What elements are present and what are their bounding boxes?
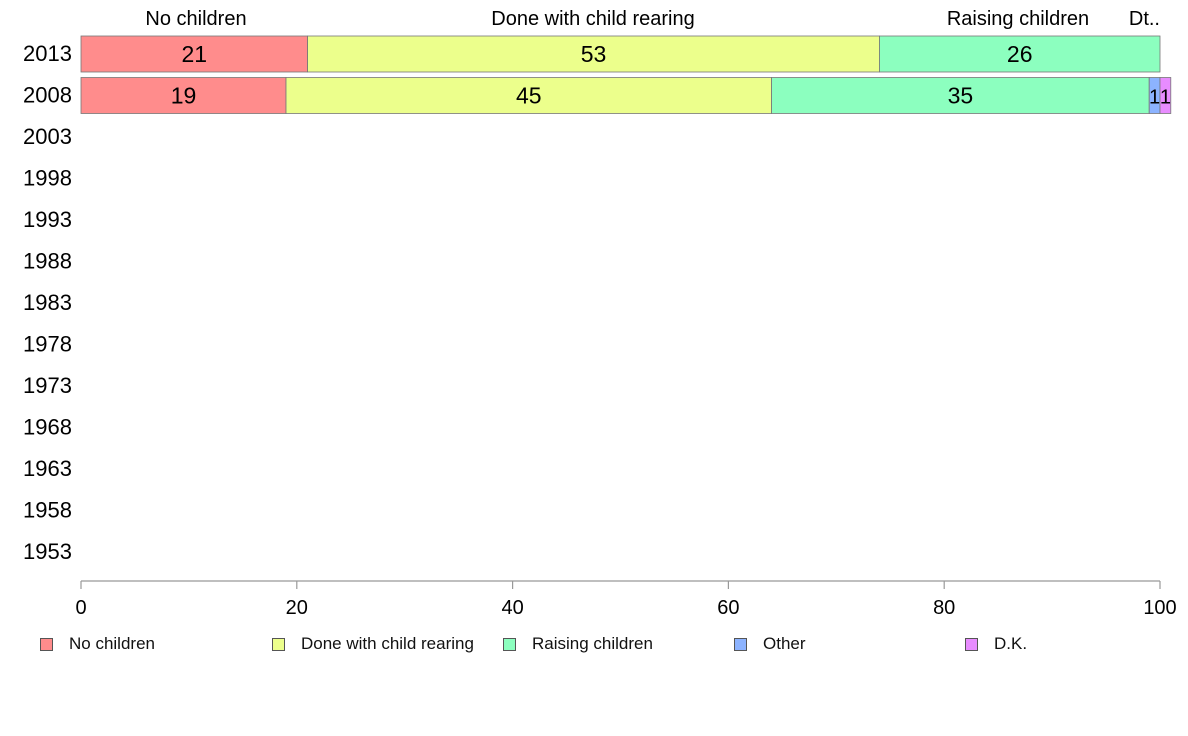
year-label: 1993 bbox=[23, 207, 72, 232]
legend-item-no-children: No children bbox=[40, 634, 155, 654]
segment-header-label: Dt.. bbox=[1129, 8, 1160, 30]
legend-item-raising-children: Raising children bbox=[503, 634, 653, 654]
legend-label: Done with child rearing bbox=[301, 634, 474, 653]
legend-item-done-with-child-rearing: Done with child rearing bbox=[272, 634, 474, 654]
year-label: 1983 bbox=[23, 290, 72, 315]
year-label: 1978 bbox=[23, 332, 72, 357]
bar-segment bbox=[80, 35, 308, 73]
bars: 21 53 26 19 45 35 1 1 bbox=[80, 35, 1172, 114]
legend-label: Other bbox=[763, 634, 806, 653]
segment-header-label: Done with child rearing bbox=[491, 8, 694, 30]
year-label: 1953 bbox=[23, 539, 72, 564]
year-label: 1958 bbox=[23, 498, 72, 523]
bar-segment bbox=[307, 35, 880, 73]
legend-swatch-dk bbox=[965, 637, 978, 651]
x-tick-label: 60 bbox=[717, 597, 739, 619]
legend-swatch-no-children bbox=[40, 637, 53, 651]
x-tick-label: 100 bbox=[1143, 597, 1176, 619]
bar-value-label: 53 bbox=[581, 41, 607, 67]
x-tick-label: 20 bbox=[286, 597, 308, 619]
bar-segment bbox=[771, 77, 1150, 114]
year-label: 1968 bbox=[23, 415, 72, 440]
year-label: 1973 bbox=[23, 373, 72, 398]
bar-value-label: 26 bbox=[1007, 41, 1033, 67]
bar-value-label: 45 bbox=[516, 83, 542, 109]
segment-header-label: Raising children bbox=[947, 8, 1089, 30]
bar-value-label: 35 bbox=[948, 83, 974, 109]
year-label: 1963 bbox=[23, 456, 72, 481]
legend-label: D.K. bbox=[994, 634, 1028, 653]
year-label: 1998 bbox=[23, 166, 72, 191]
year-label: 2008 bbox=[23, 83, 72, 108]
year-label: 2013 bbox=[23, 41, 72, 66]
bar-value-label: 1 bbox=[1160, 87, 1171, 109]
segment-header-labels: No children Done with child rearing Raisin… bbox=[145, 8, 1160, 30]
segment-header-label: No children bbox=[145, 8, 246, 30]
legend-swatch-done-with-child-rearing bbox=[272, 637, 285, 651]
bar-value-label: 19 bbox=[171, 83, 197, 109]
x-axis: 0 20 40 60 80 100 bbox=[75, 580, 1177, 619]
stacked-bar-chart: No children Done with child rearing Raisin… bbox=[23, 8, 1177, 619]
bar-segment bbox=[285, 77, 772, 114]
bar-segment bbox=[879, 35, 1161, 73]
legend-item-other: Other bbox=[734, 634, 806, 654]
year-axis-labels: 2013 2008 2003 1998 1993 1988 1983 1978 1973 1968… bbox=[23, 41, 72, 564]
bar-segment bbox=[1159, 77, 1172, 114]
bar-value-label: 21 bbox=[181, 41, 207, 67]
bar-segment bbox=[80, 77, 287, 114]
x-tick-label: 40 bbox=[501, 597, 523, 619]
legend-item-dk: D.K. bbox=[965, 634, 1027, 654]
x-tick-label: 80 bbox=[933, 597, 955, 619]
legend-label: No children bbox=[69, 634, 155, 653]
bar-value-label: 1 bbox=[1149, 87, 1160, 109]
legend-swatch-raising-children bbox=[503, 637, 516, 651]
legend-swatch-other bbox=[734, 637, 747, 651]
year-label: 1988 bbox=[23, 249, 72, 274]
legend: No children Done with child rearing Rais… bbox=[0, 634, 1188, 658]
legend-label: Raising children bbox=[532, 634, 653, 653]
year-label: 2003 bbox=[23, 124, 72, 149]
x-tick-label: 0 bbox=[75, 597, 86, 619]
